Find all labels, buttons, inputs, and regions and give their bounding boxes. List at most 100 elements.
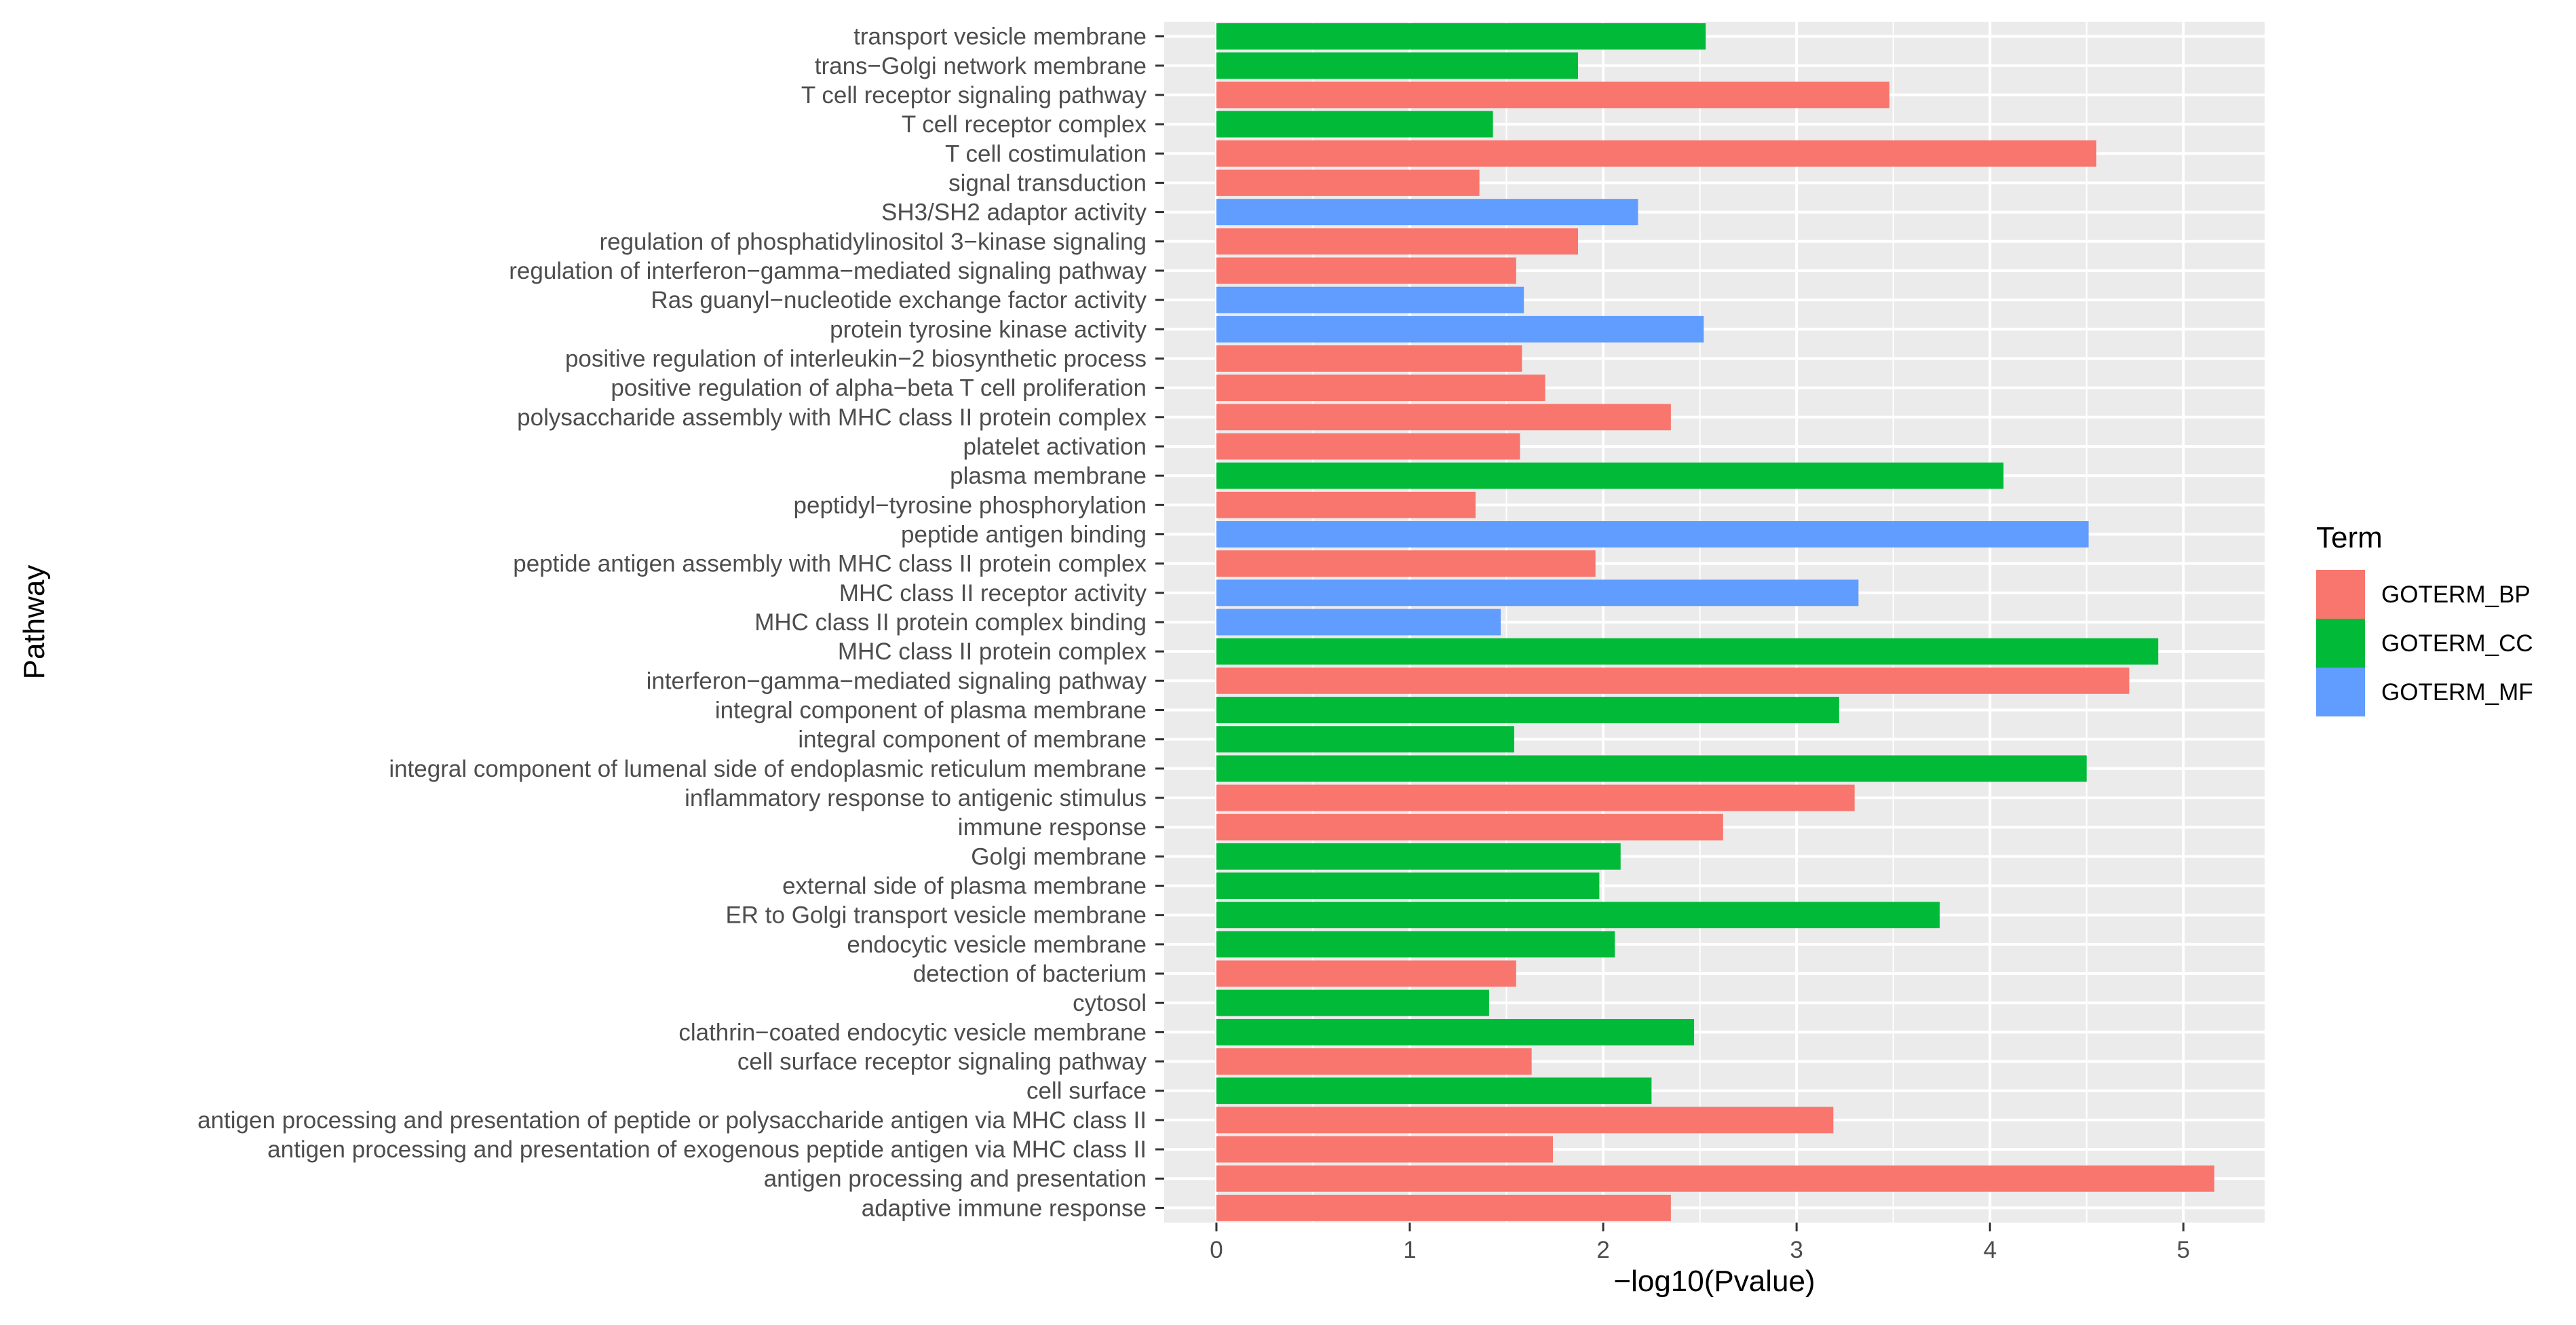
legend-entries: GOTERM_BP GOTERM_CC GOTERM_MF [2316, 570, 2533, 716]
bar [1216, 404, 1671, 431]
bar [1216, 462, 2004, 489]
category-label: peptide antigen assembly with MHC class … [513, 551, 1147, 577]
category-label: inflammatory response to antigenic stimu… [685, 785, 1147, 811]
bar [1216, 813, 1723, 841]
category-label: peptide antigen binding [901, 521, 1147, 548]
category-label: T cell receptor complex [902, 111, 1147, 138]
bar [1216, 315, 1704, 343]
bar [1216, 228, 1579, 255]
category-label: immune response [958, 814, 1147, 841]
bar [1216, 491, 1476, 518]
bar [1216, 199, 1638, 226]
bar [1216, 433, 1520, 460]
category-label: transport vesicle membrane [853, 24, 1147, 50]
category-label: clathrin−coated endocytic vesicle membra… [678, 1019, 1147, 1045]
legend-label: GOTERM_CC [2381, 630, 2533, 657]
category-label: adaptive immune response [862, 1195, 1147, 1221]
bar [1216, 638, 2159, 665]
bar [1216, 23, 1706, 50]
category-label: plasma membrane [950, 463, 1147, 489]
category-label: detection of bacterium [913, 961, 1147, 987]
category-label: cell surface receptor signaling pathway [737, 1049, 1147, 1075]
bar [1216, 1077, 1652, 1105]
legend-key [2316, 619, 2365, 668]
bar [1216, 1136, 1553, 1163]
bar [1216, 550, 1596, 577]
category-label: T cell costimulation [945, 140, 1147, 167]
bar [1216, 579, 1859, 607]
category-label: integral component of membrane [798, 727, 1147, 753]
legend-key [2316, 570, 2365, 619]
bar [1216, 81, 1889, 109]
legend-title: Term [2316, 521, 2383, 554]
category-label: antigen processing and presentation of p… [197, 1107, 1147, 1134]
bar [1216, 521, 2089, 548]
category-label: regulation of interferon−gamma−mediated … [509, 258, 1147, 284]
bar [1216, 375, 1545, 402]
bar [1216, 609, 1501, 636]
category-label: T cell receptor signaling pathway [801, 82, 1147, 109]
bar [1216, 755, 2087, 782]
bar [1216, 111, 1493, 138]
category-label: endocytic vesicle membrane [847, 932, 1147, 958]
x-tick-label: 4 [1983, 1237, 1996, 1263]
category-label: MHC class II protein complex [838, 638, 1147, 665]
category-label: cytosol [1073, 990, 1147, 1016]
category-label: signal transduction [948, 170, 1147, 196]
category-label: trans−Golgi network membrane [815, 53, 1147, 79]
category-label: cell surface [1026, 1078, 1147, 1105]
bar [1216, 52, 1579, 79]
bar [1216, 286, 1524, 313]
y-axis-ticks [1155, 35, 1164, 1209]
category-label: Ras guanyl−nucleotide exchange factor ac… [651, 287, 1147, 313]
bar [1216, 931, 1615, 958]
bar [1216, 843, 1621, 870]
category-label: MHC class II receptor activity [839, 580, 1147, 607]
bars-group [1216, 23, 2214, 1221]
bar [1216, 697, 1839, 723]
legend-label: GOTERM_BP [2381, 581, 2531, 608]
category-label: interferon−gamma−mediated signaling path… [647, 668, 1147, 694]
bar [1216, 667, 2130, 694]
category-label: polysaccharide assembly with MHC class I… [517, 404, 1147, 431]
bar [1216, 1165, 2214, 1192]
category-label: peptidyl−tyrosine phosphorylation [794, 492, 1147, 518]
bar [1216, 902, 1940, 929]
bar [1216, 960, 1516, 987]
bar [1216, 1048, 1532, 1075]
bar [1216, 989, 1489, 1016]
legend-label: GOTERM_MF [2381, 679, 2533, 706]
x-tick-label: 2 [1596, 1237, 1609, 1263]
category-label: antigen processing and presentation [764, 1166, 1147, 1192]
category-label: regulation of phosphatidylinositol 3−kin… [599, 229, 1147, 255]
bar [1216, 1107, 1834, 1134]
major-gridlines [1164, 22, 2265, 1223]
x-axis-title: −log10(Pvalue) [1613, 1265, 1815, 1298]
category-label: integral component of plasma membrane [715, 697, 1147, 724]
y-axis-labels: transport vesicle membrane trans−Golgi ne… [197, 24, 1147, 1222]
x-tick-label: 3 [1790, 1237, 1803, 1263]
x-axis-tick-labels: 0 1 2 3 4 5 [1210, 1237, 2190, 1263]
bar [1216, 1018, 1695, 1045]
bar [1216, 726, 1514, 753]
bar [1216, 170, 1480, 196]
category-label: positive regulation of interleukin−2 bio… [565, 345, 1147, 372]
bar [1216, 140, 2096, 167]
y-axis-title: Pathway [18, 565, 51, 680]
bar [1216, 345, 1522, 372]
category-label: ER to Golgi transport vesicle membrane [725, 902, 1147, 929]
category-label: integral component of lumenal side of en… [389, 756, 1147, 782]
category-label: protein tyrosine kinase activity [830, 316, 1147, 343]
bar [1216, 872, 1600, 899]
category-label: antigen processing and presentation of e… [267, 1136, 1147, 1163]
x-tick-label: 1 [1403, 1237, 1416, 1263]
category-label: Golgi membrane [971, 843, 1147, 870]
category-label: external side of plasma membrane [782, 873, 1147, 900]
bar [1216, 1194, 1671, 1221]
category-label: platelet activation [963, 434, 1147, 460]
x-tick-label: 5 [2177, 1237, 2190, 1263]
category-label: positive regulation of alpha−beta T cell… [611, 375, 1147, 402]
category-label: MHC class II protein complex binding [754, 609, 1147, 636]
bar [1216, 257, 1516, 284]
